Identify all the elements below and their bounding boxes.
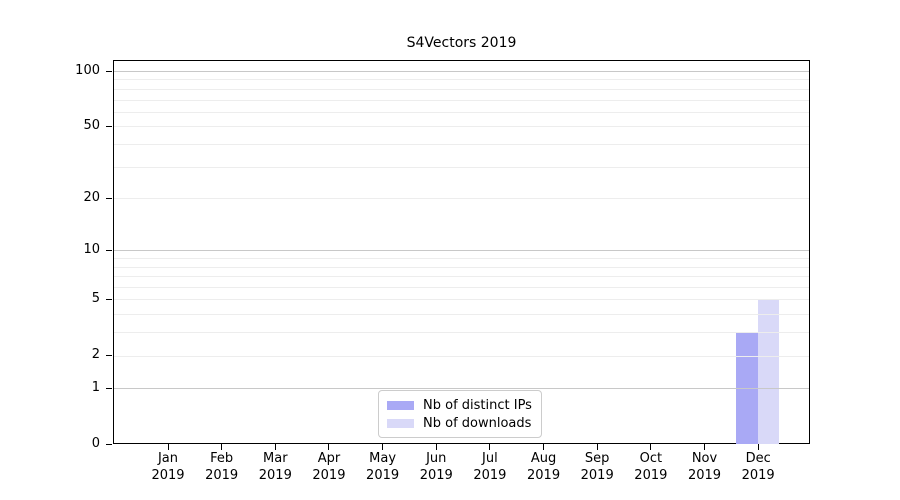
- x-tick-month: Dec: [745, 451, 771, 466]
- y-tick-mark-1: [106, 387, 112, 389]
- x-tick-year: 2019: [580, 468, 614, 483]
- y-tick-label-50: 50: [83, 117, 100, 133]
- gridline-minor-7: [114, 276, 809, 278]
- gridline-minor-8: [114, 266, 809, 268]
- y-tick-mark-20: [106, 197, 112, 199]
- x-tick-label-sep: Sep 2019: [565, 450, 629, 484]
- gridline-minor-6: [114, 287, 809, 289]
- x-tick-mark-aug: [543, 444, 545, 450]
- legend: Nb of distinct IPs Nb of downloads: [378, 390, 542, 438]
- gridline-minor-60: [114, 111, 809, 113]
- x-tick-year: 2019: [741, 468, 775, 483]
- x-tick-mark-may: [382, 444, 384, 450]
- x-tick-year: 2019: [258, 468, 292, 483]
- x-tick-mark-feb: [221, 444, 223, 450]
- gridline-minor-70: [114, 99, 809, 101]
- y-tick-mark-10: [106, 249, 112, 251]
- x-tick-year: 2019: [687, 468, 722, 483]
- x-tick-label-dec: Dec 2019: [726, 450, 790, 484]
- x-tick-label-jul: Jul 2019: [458, 450, 522, 484]
- x-tick-mark-nov: [704, 444, 705, 450]
- x-tick-mark-oct: [650, 444, 652, 450]
- x-tick-mark-dec: [757, 444, 759, 450]
- x-tick-year: 2019: [366, 468, 400, 483]
- y-tick-mark-50: [106, 125, 112, 127]
- legend-label-downloads: Nb of downloads: [423, 415, 532, 431]
- x-tick-label-oct: Oct 2019: [619, 450, 683, 484]
- y-tick-mark-100: [106, 70, 112, 72]
- legend-item-distinct-ips: Nb of distinct IPs: [387, 396, 532, 414]
- x-tick-year: 2019: [634, 468, 668, 483]
- x-tick-mark-jun: [435, 444, 437, 450]
- legend-item-downloads: Nb of downloads: [387, 414, 532, 432]
- gridline-major-100: [114, 71, 809, 72]
- x-tick-year: 2019: [312, 468, 346, 483]
- gridline-minor-3: [114, 332, 809, 334]
- y-tick-label-20: 20: [83, 189, 100, 205]
- x-tick-month: Jan: [157, 451, 179, 466]
- x-tick-mark-mar: [274, 444, 276, 450]
- gridline-minor-40: [114, 143, 809, 145]
- x-tick-year: 2019: [473, 468, 507, 483]
- legend-swatch-downloads: [387, 418, 414, 428]
- x-tick-year: 2019: [151, 468, 185, 483]
- y-tick-label-1: 1: [91, 379, 100, 395]
- gridline-minor-5: [114, 299, 809, 301]
- x-tick-label-mar: Mar 2019: [243, 450, 307, 484]
- chart-title: S4Vectors 2019: [406, 35, 517, 51]
- x-tick-label-jan: Jan 2019: [136, 450, 200, 484]
- bar-dec-series-1: [757, 299, 780, 444]
- x-tick-label-aug: Aug 2019: [512, 450, 576, 484]
- x-tick-year: 2019: [419, 468, 453, 483]
- x-tick-month: Sep: [584, 451, 610, 466]
- gridline-minor-20: [114, 198, 809, 200]
- x-tick-month: Nov: [691, 451, 718, 466]
- x-tick-year: 2019: [205, 468, 239, 483]
- x-tick-month: Aug: [530, 451, 557, 466]
- x-tick-label-nov: Nov 2019: [673, 450, 737, 484]
- x-tick-mark-jul: [489, 444, 491, 450]
- x-tick-year: 2019: [527, 468, 561, 483]
- x-tick-month: Mar: [263, 451, 288, 466]
- y-tick-mark-2: [106, 355, 112, 357]
- legend-label-distinct-ips: Nb of distinct IPs: [423, 397, 532, 413]
- x-tick-label-feb: Feb 2019: [190, 450, 254, 484]
- x-tick-mark-jan: [167, 444, 169, 450]
- gridline-minor-4: [114, 314, 809, 316]
- x-tick-mark-sep: [596, 444, 598, 450]
- x-tick-label-apr: Apr 2019: [297, 450, 361, 484]
- gridline-major-1: [114, 388, 809, 390]
- x-tick-month: Jul: [482, 451, 498, 466]
- gridline-minor-90: [114, 79, 809, 81]
- y-tick-mark-0: [106, 444, 112, 445]
- gridline-minor-50: [114, 126, 809, 128]
- gridline-minor-30: [114, 166, 809, 168]
- legend-swatch-distinct-ips: [387, 400, 414, 410]
- x-tick-label-jun: Jun 2019: [404, 450, 468, 484]
- y-tick-label-100: 100: [75, 62, 100, 78]
- y-tick-label-2: 2: [91, 347, 100, 363]
- y-tick-label-5: 5: [91, 290, 100, 306]
- x-tick-month: May: [369, 451, 397, 466]
- x-tick-month: Feb: [210, 451, 234, 466]
- gridlines-layer: [114, 61, 809, 443]
- x-tick-month: Jun: [426, 451, 447, 466]
- y-tick-label-0: 0: [91, 436, 100, 451]
- y-tick-mark-5: [106, 298, 112, 300]
- x-tick-month: Apr: [317, 451, 341, 466]
- x-tick-mark-apr: [328, 444, 330, 450]
- gridline-minor-80: [114, 88, 809, 90]
- gridline-major-10: [114, 250, 809, 252]
- plot-area: [113, 60, 810, 444]
- x-tick-month: Oct: [639, 451, 663, 466]
- y-tick-label-10: 10: [83, 241, 100, 257]
- gridline-minor-9: [114, 258, 809, 260]
- gridline-minor-2: [114, 355, 809, 357]
- x-tick-label-may: May 2019: [351, 450, 415, 484]
